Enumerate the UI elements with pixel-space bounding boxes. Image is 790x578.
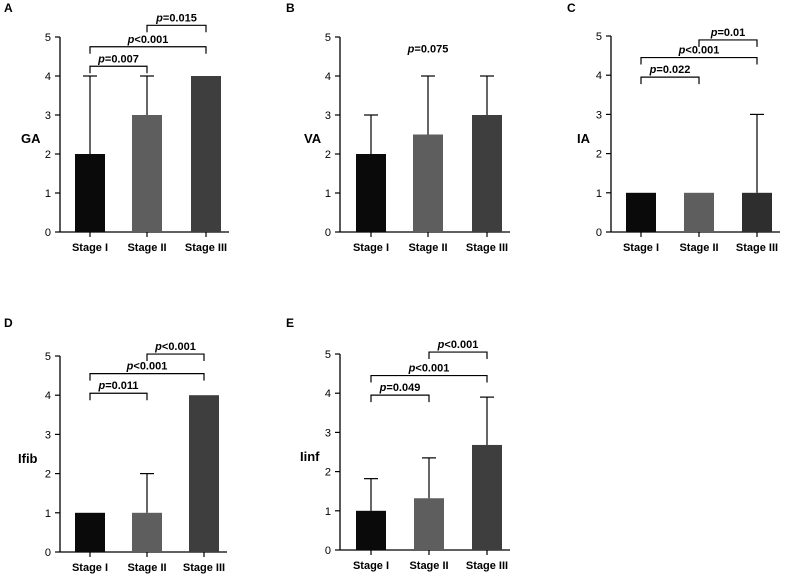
- bar: [132, 115, 162, 232]
- bar: [626, 192, 656, 232]
- p-value-label: p<0.001: [408, 363, 450, 375]
- x-tick-label: Stage III: [736, 242, 778, 254]
- x-tick-label: Stage II: [408, 242, 447, 254]
- y-tick-label: 5: [45, 32, 51, 44]
- p-value-label: p=0.022: [649, 64, 691, 76]
- y-tick-label: 4: [325, 388, 331, 400]
- panel-label-c: C: [567, 1, 576, 15]
- significance-bracket: [698, 39, 758, 47]
- x-tick-label: Stage III: [183, 562, 225, 574]
- y-tick-label: 4: [325, 71, 331, 83]
- y-tick-label: 3: [45, 110, 51, 122]
- y-tick-label: 0: [45, 227, 51, 239]
- x-tick-label: Stage II: [409, 560, 448, 572]
- y-tick-label: 5: [325, 32, 331, 44]
- x-tick-label: Stage II: [127, 242, 166, 254]
- x-tick-label: Stage II: [127, 562, 166, 574]
- y-tick-label: 0: [596, 227, 602, 239]
- x-tick-label: Stage III: [466, 242, 508, 254]
- y-axis-title: GA: [21, 131, 41, 146]
- y-tick-label: 2: [45, 469, 51, 481]
- p-value-label: p<0.001: [678, 45, 720, 57]
- bar: [191, 76, 221, 232]
- bar: [75, 154, 105, 232]
- x-tick-label: Stage I: [72, 242, 108, 254]
- y-tick-label: 1: [45, 188, 51, 200]
- y-tick-label: 0: [325, 227, 331, 239]
- y-tick-label: 1: [325, 506, 331, 518]
- p-value-label: p=0.007: [97, 53, 139, 65]
- x-tick-label: Stage I: [72, 562, 108, 574]
- significance-bracket: [428, 351, 488, 360]
- significance-bracket: [89, 392, 148, 401]
- y-tick-label: 2: [45, 149, 51, 161]
- bar: [189, 395, 219, 552]
- panel-label-e: E: [286, 316, 294, 330]
- panel-label-b: B: [286, 1, 295, 15]
- y-tick-label: 2: [596, 149, 602, 161]
- bar: [356, 510, 386, 550]
- bar: [356, 154, 386, 232]
- bar: [75, 512, 105, 552]
- p-value-label: p=0.049: [379, 382, 421, 394]
- p-value-label: p=0.075: [407, 44, 449, 56]
- x-tick-label: Stage I: [623, 242, 659, 254]
- y-tick-label: 4: [45, 71, 51, 83]
- significance-bracket: [640, 76, 700, 85]
- x-tick-label: Stage III: [466, 560, 508, 572]
- bar: [684, 192, 714, 232]
- p-value-label: p<0.001: [437, 339, 479, 351]
- y-tick-label: 1: [596, 188, 602, 200]
- y-tick-label: 3: [325, 110, 331, 122]
- bar: [414, 498, 444, 550]
- p-value-label: p=0.015: [155, 12, 197, 24]
- y-tick-label: 4: [596, 70, 602, 82]
- y-tick-label: 2: [325, 149, 331, 161]
- bar: [132, 512, 162, 552]
- p-value-label: p<0.001: [154, 341, 196, 353]
- y-axis-title: IA: [577, 131, 591, 146]
- y-tick-label: 5: [596, 31, 602, 43]
- y-tick-label: 5: [45, 351, 51, 363]
- y-tick-label: 3: [596, 109, 602, 121]
- significance-bracket: [146, 353, 205, 362]
- y-axis-title: VA: [304, 131, 322, 146]
- p-value-label: p=0.011: [97, 380, 138, 392]
- bar: [742, 192, 772, 232]
- significance-bracket: [640, 56, 758, 65]
- y-axis-title: Iinf: [300, 449, 320, 464]
- p-value-label: p=0.01: [710, 27, 746, 39]
- y-tick-label: 0: [45, 547, 51, 559]
- x-tick-label: Stage II: [679, 242, 718, 254]
- bar: [472, 115, 502, 232]
- bar: [472, 444, 502, 550]
- panel-label-a: A: [4, 1, 13, 15]
- bar: [413, 134, 443, 232]
- y-tick-label: 1: [325, 188, 331, 200]
- y-tick-label: 1: [45, 508, 51, 520]
- p-value-label: p<0.001: [126, 361, 168, 373]
- panel-label-d: D: [4, 316, 13, 330]
- y-tick-label: 2: [325, 467, 331, 479]
- significance-bracket: [370, 394, 430, 403]
- y-axis-title: Ifib: [18, 451, 38, 466]
- x-tick-label: Stage I: [353, 242, 389, 254]
- y-tick-label: 3: [45, 429, 51, 441]
- significance-bracket: [146, 24, 207, 33]
- significance-bracket: [89, 46, 207, 54]
- x-tick-label: Stage III: [185, 242, 227, 254]
- significance-bracket: [89, 65, 148, 74]
- x-tick-label: Stage I: [353, 560, 389, 572]
- p-value-label: p<0.001: [127, 34, 169, 46]
- y-tick-label: 3: [325, 427, 331, 439]
- significance-bracket: [89, 373, 205, 381]
- y-tick-label: 0: [325, 545, 331, 557]
- significance-bracket: [370, 374, 488, 383]
- y-tick-label: 4: [45, 390, 51, 402]
- y-tick-label: 5: [325, 349, 331, 361]
